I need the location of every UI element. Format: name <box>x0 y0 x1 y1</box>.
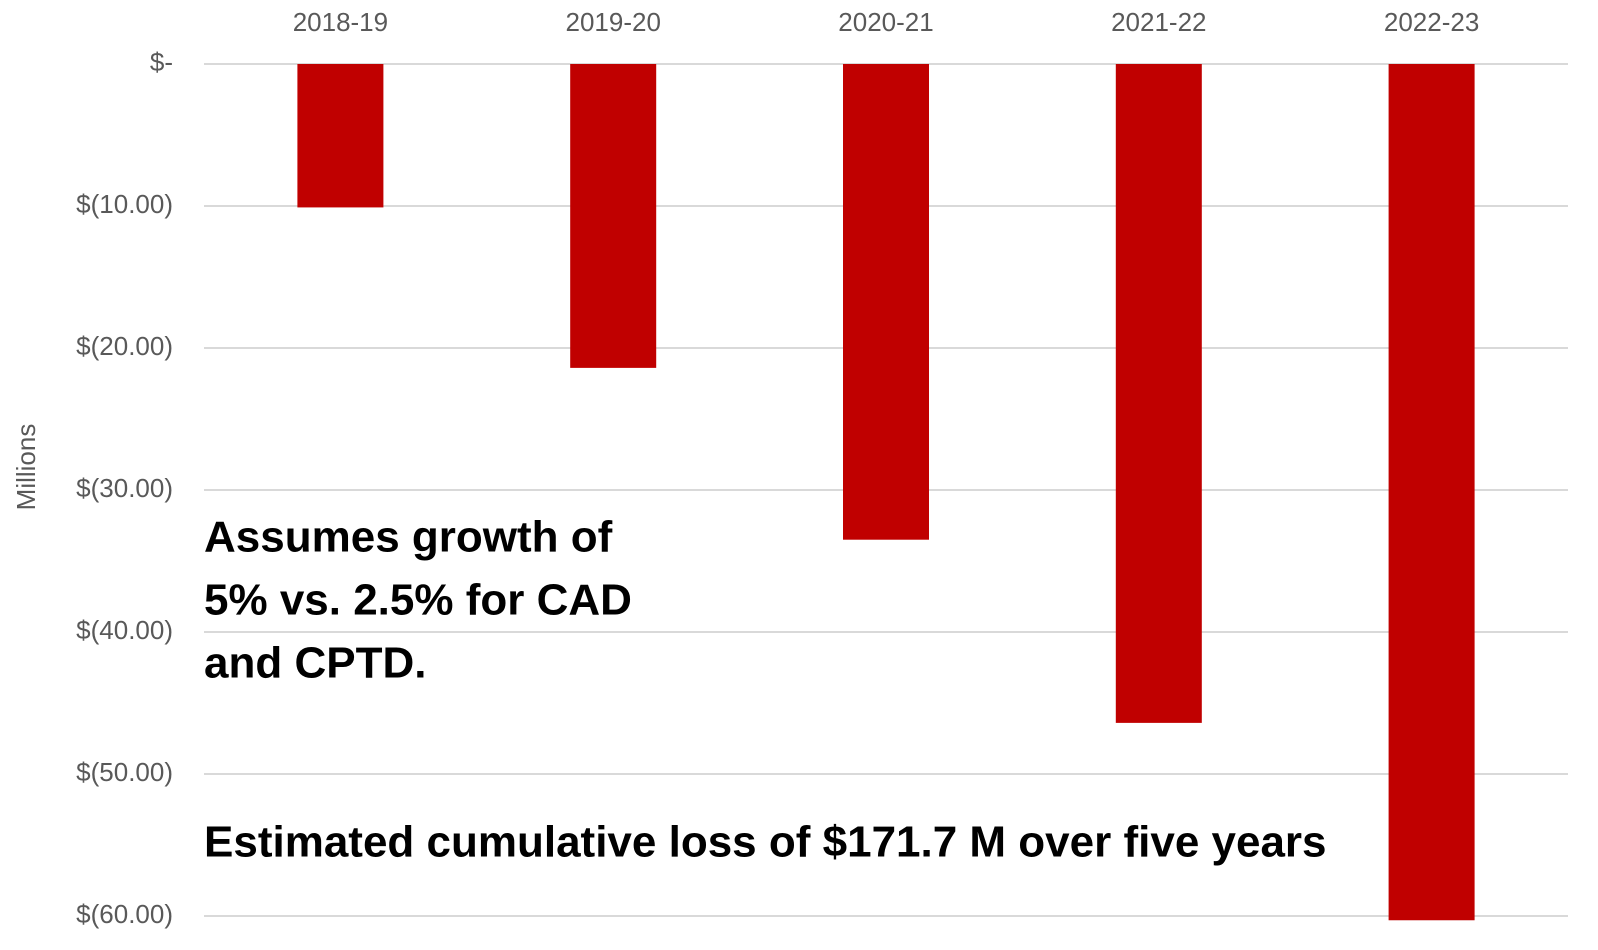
bar <box>1115 64 1202 723</box>
x-tick-label: 2018-19 <box>293 7 388 37</box>
y-axis-label: Millions <box>11 424 41 511</box>
y-tick-label: $(20.00) <box>76 331 173 361</box>
x-tick-label: 2022-23 <box>1384 7 1479 37</box>
bar <box>297 64 384 208</box>
y-tick-label: $- <box>150 47 173 77</box>
y-tick-label: $(10.00) <box>76 189 173 219</box>
y-tick-label: $(50.00) <box>76 757 173 787</box>
annotation: and CPTD. <box>204 639 426 688</box>
x-tick-label: 2020-21 <box>838 7 933 37</box>
bar <box>570 64 657 368</box>
bar <box>1388 64 1475 921</box>
y-tick-label: $(60.00) <box>76 899 173 929</box>
y-tick-label: $(30.00) <box>76 473 173 503</box>
annotation: Estimated cumulative loss of $171.7 M ov… <box>204 818 1327 867</box>
annotation: Assumes growth of <box>204 513 613 562</box>
annotation: 5% vs. 2.5% for CAD <box>204 576 632 625</box>
x-tick-label: 2019-20 <box>565 7 660 37</box>
y-tick-label: $(40.00) <box>76 615 173 645</box>
bar <box>843 64 929 540</box>
x-tick-label: 2021-22 <box>1111 7 1206 37</box>
